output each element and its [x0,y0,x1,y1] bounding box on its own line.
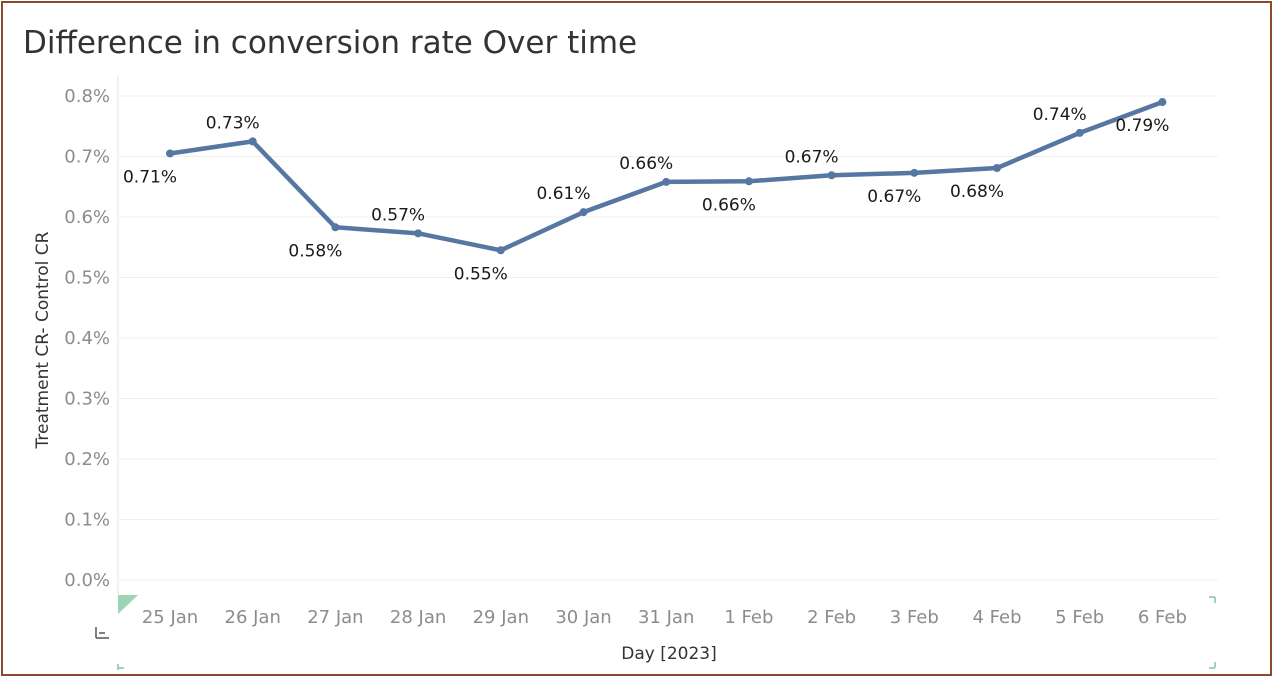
data-point[interactable] [579,208,588,217]
x-tick-label: 29 Jan [473,607,529,628]
x-tick-label: 31 Jan [638,607,694,628]
data-label: 0.71% [123,167,177,187]
data-point[interactable] [910,168,919,177]
x-tick-label: 28 Jan [390,607,446,628]
x-tick-label: 2 Feb [807,607,856,628]
data-label: 0.67% [785,147,839,167]
x-tick-label: 27 Jan [307,607,363,628]
x-axis-ticks: 25 Jan 26 Jan 27 Jan 28 Jan 29 Jan 30 Jan 31 J… [142,607,1187,628]
data-label: 0.61% [536,184,590,204]
y-tick-label: 0.4% [64,328,110,349]
x-tick-label: 25 Jan [142,607,198,628]
y-tick-label: 0.0% [64,570,110,591]
y-tick-label: 0.2% [64,449,110,470]
data-point[interactable] [496,246,505,255]
data-label: 0.79% [1115,116,1169,136]
grid-lines [117,75,1218,595]
y-tick-label: 0.8% [64,86,110,107]
y-axis-ticks: 0.0% 0.1% 0.2% 0.3% 0.4% 0.5% 0.6% 0.7% 0.8% [64,86,110,591]
data-label: 0.58% [288,241,342,261]
y-tick-label: 0.5% [64,268,110,289]
x-axis-label: Day [2023] [621,644,717,664]
y-tick-label: 0.1% [64,510,110,531]
axis-corner-marks [117,595,1216,670]
data-point[interactable] [827,171,836,180]
data-point[interactable] [414,229,423,238]
data-point[interactable] [1075,128,1084,137]
data-label: 0.66% [702,195,756,215]
data-labels: 0.71% 0.73% 0.58% 0.57% 0.55% 0.61% 0.66% 0.66%… [123,105,1169,284]
data-point[interactable] [744,177,753,186]
data-label: 0.67% [867,187,921,207]
data-point[interactable] [1158,98,1167,107]
series-line [167,99,1165,253]
data-label: 0.57% [371,205,425,225]
data-label: 0.68% [950,182,1004,202]
x-tick-label: 30 Jan [555,607,611,628]
data-label: 0.73% [206,113,260,133]
data-point[interactable] [248,137,257,146]
x-tick-label: 6 Feb [1138,607,1187,628]
y-tick-label: 0.7% [64,147,110,168]
data-label: 0.74% [1033,105,1087,125]
x-tick-label: 26 Jan [225,607,281,628]
y-tick-label: 0.6% [64,207,110,228]
data-label: 0.55% [454,264,508,284]
series-treatment-minus-control [166,98,1167,255]
data-point[interactable] [662,177,671,186]
axis-toggle-icon[interactable] [95,627,109,639]
chart-title: Difference in conversion rate Over time [23,25,638,61]
x-tick-label: 5 Feb [1055,607,1104,628]
data-label: 0.66% [619,154,673,174]
x-tick-label: 1 Feb [724,607,773,628]
x-tick-label: 3 Feb [890,607,939,628]
data-point[interactable] [993,163,1001,172]
data-point[interactable] [166,149,174,158]
y-tick-label: 0.3% [64,389,110,410]
data-point[interactable] [331,223,340,232]
x-tick-label: 4 Feb [972,607,1021,628]
y-axis-label: Treatment CR- Control CR [33,231,53,449]
